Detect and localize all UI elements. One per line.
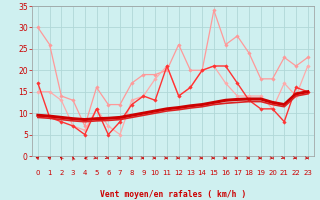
X-axis label: Vent moyen/en rafales ( km/h ): Vent moyen/en rafales ( km/h ): [100, 190, 246, 199]
